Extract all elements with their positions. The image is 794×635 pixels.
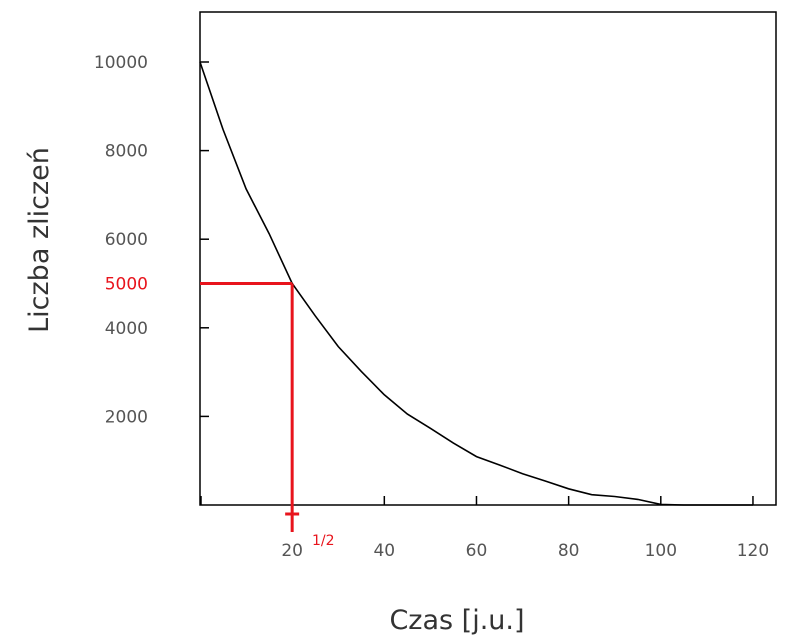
x-tick-label-20: 20 [281,541,303,561]
y-axis-ticks: 2000 4000 6000 8000 10000 [94,53,209,427]
half-life-x-label-sub: 1/2 [312,533,335,549]
x-axis-title: Czas [j.u.] [389,605,524,635]
x-tick-label-40: 40 [373,541,395,561]
x-tick-label-120: 120 [737,541,769,561]
x-tick-label-60: 60 [466,541,488,561]
y-tick-label-8000: 8000 [105,142,148,162]
x-tick-label-100: 100 [645,541,677,561]
y-tick-label-4000: 4000 [105,319,148,339]
half-life-y-label: 5000 [105,275,148,295]
half-life-annotation: 5000 1/2 [105,275,335,550]
x-tick-label-80: 80 [558,541,580,561]
y-tick-label-2000: 2000 [105,407,148,427]
y-tick-label-6000: 6000 [105,230,148,250]
y-axis-title: Liczba zliczeń [24,147,55,333]
plot-frame [199,11,777,506]
x-axis-ticks: 20 40 60 80 100 120 [200,496,769,561]
y-tick-label-10000: 10000 [94,53,148,73]
